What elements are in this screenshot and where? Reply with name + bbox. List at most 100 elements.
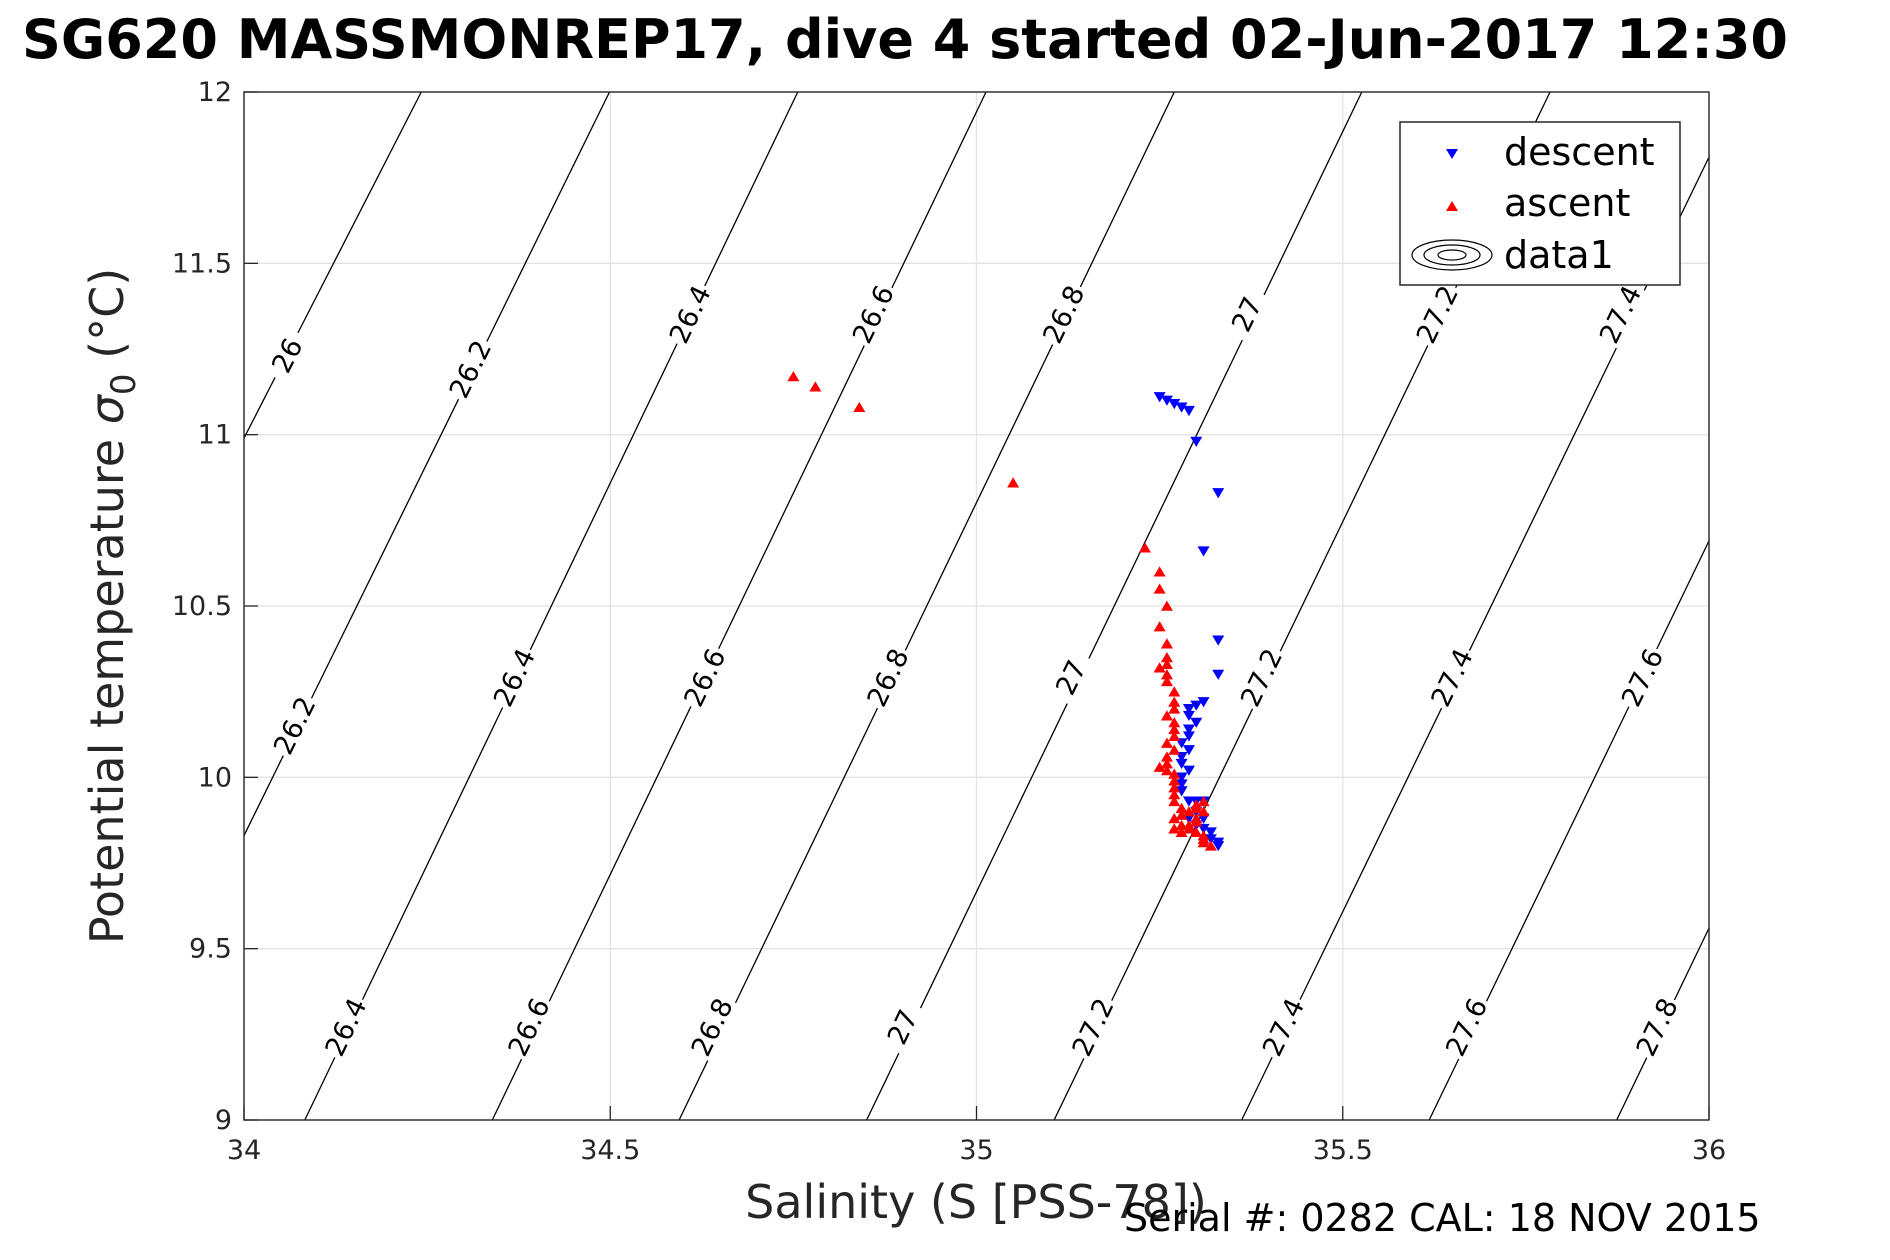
descent-marker (1160, 395, 1173, 406)
descent-marker (1197, 697, 1210, 708)
y-axis-label-sigma: σ (80, 393, 134, 424)
contour-line-27 (1263, 91, 1363, 296)
descent-marker (1182, 710, 1195, 722)
ascent-marker (1153, 761, 1166, 772)
contour-line-26.6 (718, 345, 865, 650)
ascent-marker (1204, 840, 1217, 851)
ascent-marker (1160, 669, 1173, 680)
ascent-marker (1160, 758, 1173, 769)
ascent-marker (1168, 696, 1181, 707)
legend-ascent-marker (1446, 201, 1458, 211)
descent-marker (1190, 717, 1203, 728)
contour-line-27.4 (1299, 707, 1443, 1000)
ascent-marker (1160, 710, 1173, 721)
ascent-marker (1168, 686, 1181, 697)
contour-line-27.8 (1616, 1057, 1648, 1121)
descent-marker (1182, 765, 1195, 776)
ascent-marker (1168, 789, 1181, 800)
ascent-marker (1197, 795, 1210, 807)
descent-marker (1212, 635, 1225, 646)
ascent-marker (1160, 765, 1173, 776)
ascent-marker (1160, 658, 1173, 670)
ascent-marker (1168, 775, 1181, 786)
ascent-marker (1160, 600, 1173, 611)
contour-line-26 (243, 377, 276, 439)
ascent-marker (1168, 782, 1181, 793)
data-markers (787, 371, 1225, 852)
contour-line-27.6 (1656, 540, 1710, 650)
ascent-marker (1153, 583, 1166, 594)
descent-marker (1182, 745, 1195, 756)
descent-marker (1175, 402, 1188, 413)
ascent-marker (1160, 737, 1173, 748)
legend-ascent-label: ascent (1504, 181, 1630, 225)
ascent-marker (1197, 806, 1210, 817)
contour-line-27 (1088, 339, 1243, 659)
ascent-marker (1182, 823, 1195, 834)
x-tick-label: 35 (959, 1135, 993, 1166)
x-tick-labels: 34 34.5 35 35.5 36 (227, 1135, 1726, 1166)
x-tick-label: 36 (1692, 1135, 1726, 1166)
ascent-marker (1168, 795, 1181, 807)
y-tick-label: 12 (198, 77, 232, 108)
contour-line-27.2 (1053, 1058, 1085, 1121)
ascent-marker (1190, 813, 1203, 824)
descent-marker (1182, 724, 1195, 735)
ascent-marker (809, 381, 822, 392)
ascent-marker (1138, 542, 1151, 553)
y-axis-label: Potential temperature σ0 (°C) (80, 268, 144, 944)
ascent-marker (1168, 723, 1181, 735)
x-tick-label: 35.5 (1313, 1135, 1373, 1166)
descent-marker (1212, 669, 1225, 680)
ascent-marker (853, 401, 866, 413)
y-tick-label: 10.5 (172, 591, 232, 622)
contour-line-26.8 (734, 707, 879, 1004)
ascent-marker (1182, 806, 1195, 817)
contour-line-26.6 (491, 1058, 523, 1121)
ascent-marker (1168, 717, 1181, 728)
contour-line-26.4 (361, 707, 504, 1000)
descent-marker (1153, 392, 1166, 403)
x-tick-label: 34 (227, 1135, 261, 1166)
descent-marker (1212, 841, 1225, 852)
legend-descent-marker (1446, 149, 1458, 159)
contour-line-26.6 (548, 706, 692, 1002)
ascent-marker (1168, 703, 1181, 714)
y-tick-label: 11 (198, 420, 232, 451)
descent-marker (1182, 405, 1195, 417)
contour-line-26 (297, 91, 422, 334)
descent-marker (1190, 700, 1203, 711)
ascent-marker (1190, 826, 1203, 837)
y-axis-label-main: Potential temperature (80, 424, 134, 944)
contour-line-26.4 (529, 343, 678, 651)
ascent-marker (1160, 652, 1173, 663)
ascent-marker (1153, 566, 1166, 577)
contour-line-27 (866, 1052, 900, 1121)
ascent-marker (1190, 799, 1203, 810)
legend-contour-label: data1 (1504, 233, 1614, 277)
contour-line-27.4 (1241, 1056, 1273, 1121)
descent-marker (1182, 731, 1195, 742)
contour-line-27 (919, 703, 1068, 1009)
contour-line-27.2 (1279, 345, 1429, 652)
ascent-marker (1153, 621, 1166, 632)
ascent-marker (1160, 751, 1173, 762)
x-axis-label: Salinity (S [PSS-78]) (745, 1175, 1207, 1229)
ascent-marker (1175, 826, 1188, 837)
ascent-marker (1160, 675, 1173, 687)
descent-marker (1175, 758, 1188, 770)
contour-line-26.2 (310, 398, 460, 699)
descent-marker (1182, 704, 1195, 715)
descent-marker (1204, 834, 1217, 845)
ascent-marker (1175, 809, 1188, 820)
axes (243, 91, 1710, 1121)
contour-line-26.8 (904, 344, 1054, 651)
descent-marker (1175, 779, 1188, 790)
ascent-marker (1168, 813, 1181, 824)
ascent-marker (1007, 477, 1020, 488)
contour-line-26.8 (1079, 91, 1175, 288)
contour-line-26.6 (891, 91, 987, 289)
y-tick-label: 11.5 (172, 248, 232, 279)
axes-box (243, 91, 1710, 1121)
y-tick-label: 9 (215, 1105, 232, 1136)
